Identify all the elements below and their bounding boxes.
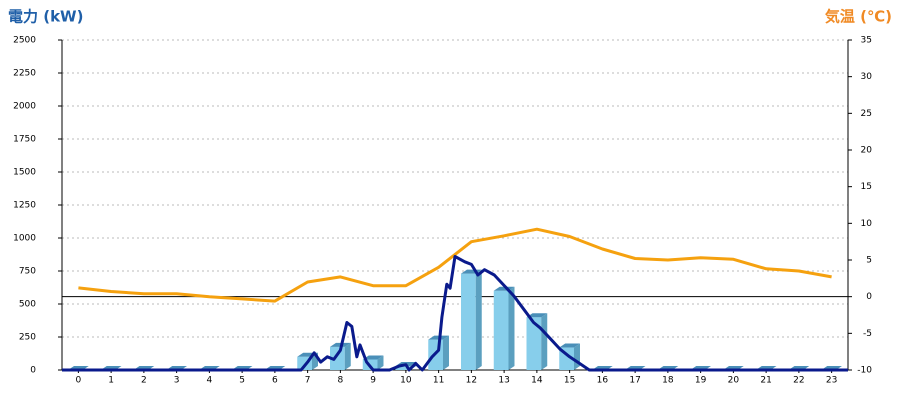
bar-top [362,355,384,360]
y-tick-label: 250 [19,333,36,343]
bar-side [541,313,548,370]
x-tick-label: 5 [239,376,245,386]
bar [526,317,542,370]
x-tick-label: 8 [338,376,344,386]
x-tick-label: 4 [207,376,213,386]
x-tick-label: 6 [272,376,278,386]
x-tick-label: 20 [728,376,740,386]
x-tick-label: 1 [108,376,114,386]
bar-side [442,335,449,370]
x-tick-label: 17 [629,376,640,386]
y2-axis-title: 気温 (℃) [825,8,892,26]
y-tick-label: 0 [30,366,36,376]
bar [493,290,509,370]
y2-tick-label: 20 [861,146,873,156]
y2-tick-label: 25 [861,109,872,119]
y2-tick-label: 30 [861,72,873,82]
x-tick-label: 3 [174,376,180,386]
x-tick-label: 14 [531,376,543,386]
x-tick-label: 19 [695,376,707,386]
line [78,227,832,303]
x-tick-label: 16 [597,376,609,386]
bar-side [573,343,580,370]
x-tick-label: 23 [826,376,837,386]
y-tick-label: 750 [19,267,36,277]
y2-tick-label: -5 [863,329,872,339]
x-tick-label: 15 [564,376,575,386]
y-tick-label: 500 [19,300,36,310]
y2-tick-label: 10 [861,219,873,229]
y-axis-title: 電力 (kW) [8,8,83,26]
bar-side [377,355,384,370]
y-tick-label: 1750 [13,135,36,145]
y2-tick-label: -10 [857,366,872,376]
bar-side [508,286,515,370]
bar [395,366,411,370]
y2-tick-label: 15 [861,182,872,192]
x-tick-label: 2 [141,376,147,386]
y-tick-label: 2250 [13,69,36,79]
x-tick-label: 22 [793,376,804,386]
x-tick-label: 7 [305,376,311,386]
y2-tick-label: 5 [866,256,872,266]
x-tick-label: 9 [370,376,376,386]
bar-top [526,313,548,318]
x-tick-label: 21 [760,376,771,386]
x-tick-label: 10 [400,376,412,386]
y-tick-label: 1250 [13,201,36,211]
x-tick-label: 12 [466,376,477,386]
x-tick-label: 11 [433,376,444,386]
x-tick-label: 13 [498,376,509,386]
y-tick-label: 2000 [13,102,36,112]
y-tick-label: 1000 [13,234,36,244]
x-tick-label: 18 [662,376,674,386]
bar-side [344,342,351,370]
x-tick-label: 0 [76,376,82,386]
y-tick-label: 2500 [13,36,36,46]
bar [461,273,476,370]
line [62,255,848,372]
bar-top [559,343,580,348]
y2-tick-label: 35 [861,36,872,46]
bar [330,346,345,370]
y-tick-label: 1500 [13,168,36,178]
y2-tick-label: 0 [866,292,872,302]
bar-side [475,269,482,370]
